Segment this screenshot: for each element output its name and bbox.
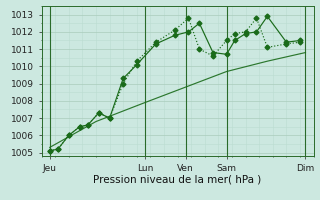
X-axis label: Pression niveau de la mer( hPa ): Pression niveau de la mer( hPa )	[93, 174, 262, 184]
